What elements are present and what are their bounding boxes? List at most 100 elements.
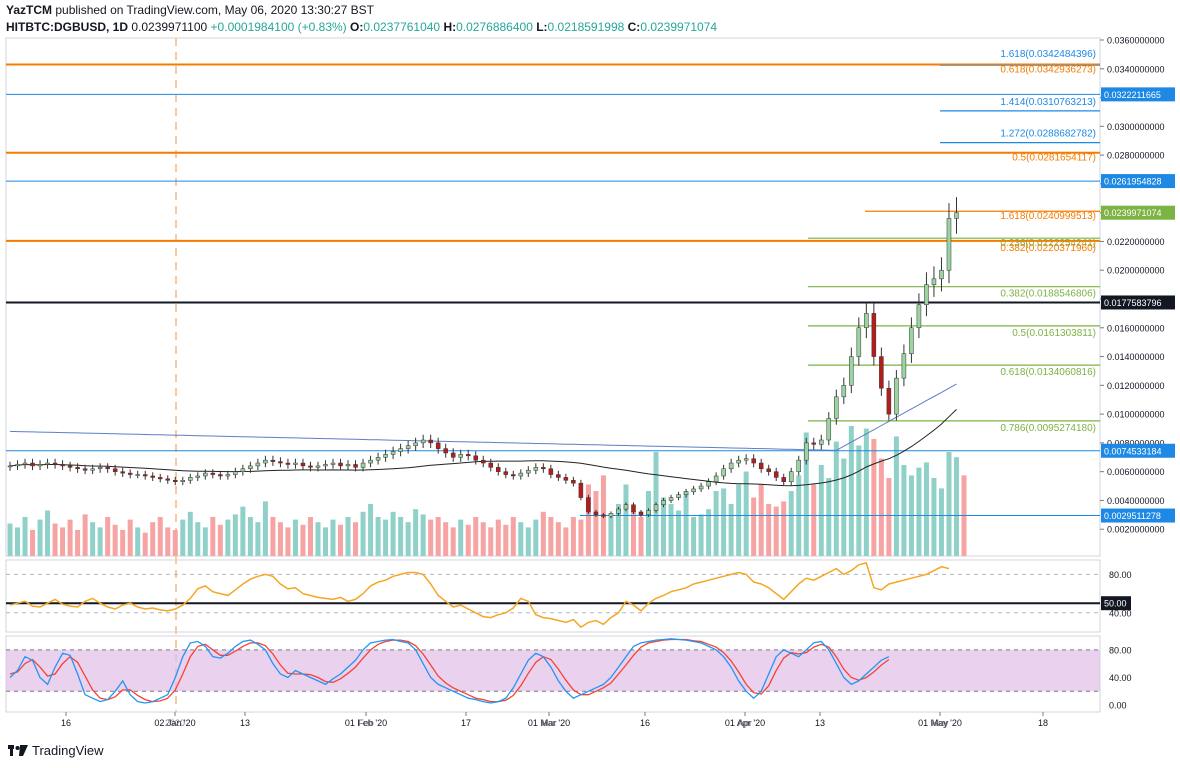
candle-body	[691, 488, 696, 493]
x-tick-label: 18	[1038, 718, 1048, 728]
volume-bar	[157, 517, 163, 556]
candle-body	[233, 471, 238, 475]
candle-body	[608, 513, 614, 517]
x-tick-label: 01 May '20	[918, 718, 962, 728]
candle-body	[345, 464, 351, 467]
volume-bar	[413, 509, 419, 556]
candle-body	[473, 455, 478, 461]
volume-bar	[585, 484, 591, 556]
volume-bar	[90, 522, 96, 556]
candle-body	[713, 475, 719, 482]
symbol-label[interactable]: HITBTC:DGBUSD, 1D	[6, 20, 128, 34]
candle-body	[901, 353, 907, 379]
candle-body	[263, 459, 268, 464]
candle-body	[330, 462, 336, 465]
x-tick-sublabel: Apr	[738, 718, 752, 728]
candle-body	[383, 454, 388, 458]
candle-body	[946, 218, 952, 271]
volume-bar	[135, 527, 141, 556]
candle-body	[616, 508, 621, 514]
price-label: 0.0239971074	[1104, 208, 1162, 218]
rsi-pane	[5, 559, 1101, 633]
candle-body	[225, 474, 231, 477]
candle-body	[60, 464, 65, 467]
candle-body	[721, 468, 726, 477]
candle-body	[563, 477, 569, 481]
y-tick-label: 0.0020000000	[1107, 525, 1165, 535]
volume-bar	[195, 522, 201, 556]
volume-bar	[67, 519, 73, 556]
volume-bar	[458, 519, 464, 556]
candle-body	[766, 468, 771, 472]
volume-bar	[661, 497, 667, 556]
volume-bar	[540, 511, 546, 556]
x-tick-sublabel: Mar	[541, 718, 557, 728]
high-label: H:	[443, 20, 457, 34]
volume-bar	[893, 436, 899, 556]
y-tick-label: 0.0040000000	[1107, 496, 1165, 506]
x-tick-label: 01 Apr '20	[725, 718, 765, 728]
candle-body	[300, 462, 306, 467]
volume-bar	[277, 522, 283, 556]
volume-bar	[232, 514, 238, 556]
candle-body	[518, 472, 524, 477]
tradingview-brand: TradingView	[32, 743, 104, 758]
price-label-box	[1101, 205, 1175, 220]
volume-bar	[473, 517, 479, 556]
candle-body	[285, 462, 291, 465]
volume-bar	[97, 527, 103, 556]
volume-bar	[420, 514, 426, 556]
fib-level-label: 1.618(0.0240999513)	[1000, 211, 1096, 222]
candle-body	[894, 377, 899, 415]
candle-body	[413, 442, 418, 447]
volume-bar	[788, 491, 794, 556]
x-tick-label: 01 Mar '20	[528, 718, 570, 728]
candle-body	[210, 472, 216, 475]
candle-body	[668, 497, 674, 501]
candle-body	[841, 385, 847, 398]
candle-body	[150, 475, 155, 478]
tradingview-logo[interactable]: TradingView	[8, 743, 104, 758]
candle-body	[37, 464, 43, 467]
candle-body	[458, 454, 463, 458]
rsi-tick-label: 40.00	[1109, 608, 1132, 618]
candle-body	[120, 471, 125, 474]
candle-body	[142, 474, 148, 477]
volume-bar	[721, 488, 727, 556]
candle-body	[886, 387, 892, 415]
candle-body	[278, 461, 283, 464]
candle-body	[864, 313, 869, 329]
tradingview-logo-icon	[8, 744, 28, 756]
candle-body	[353, 464, 358, 468]
volume-bar	[615, 504, 621, 556]
candle-body	[541, 467, 546, 470]
volume-bar	[901, 465, 907, 556]
x-tick-label: 01 Feb '20	[345, 718, 387, 728]
stoch-tick-label: 80.00	[1109, 645, 1132, 655]
last-price: 0.0239971100	[131, 20, 208, 34]
x-tick-label: 16	[640, 718, 650, 728]
candle-body	[105, 467, 110, 470]
candle-body	[323, 464, 328, 467]
volume-bar	[180, 519, 186, 556]
volume-bar	[435, 517, 441, 556]
candle-body	[698, 485, 704, 490]
volume-bar	[555, 522, 561, 556]
author-name[interactable]: YazTCM	[6, 3, 53, 17]
y-tick-label: 0.0280000000	[1107, 151, 1165, 161]
volume-bar	[916, 467, 922, 556]
close-value: 0.0239971074	[640, 20, 718, 34]
price-label: 0.0261954828	[1104, 177, 1162, 187]
candle-body	[804, 442, 809, 461]
candle-body	[67, 465, 73, 468]
candle-body	[173, 480, 178, 482]
y-tick-label: 0.0100000000	[1107, 410, 1165, 420]
volume-bar	[105, 517, 111, 556]
y-tick-label: 0.0140000000	[1107, 352, 1165, 362]
volume-bar	[450, 527, 456, 556]
candle-body	[443, 448, 448, 454]
volume-bar	[30, 530, 36, 556]
candle-body	[834, 396, 839, 419]
volume-bar	[736, 484, 742, 556]
